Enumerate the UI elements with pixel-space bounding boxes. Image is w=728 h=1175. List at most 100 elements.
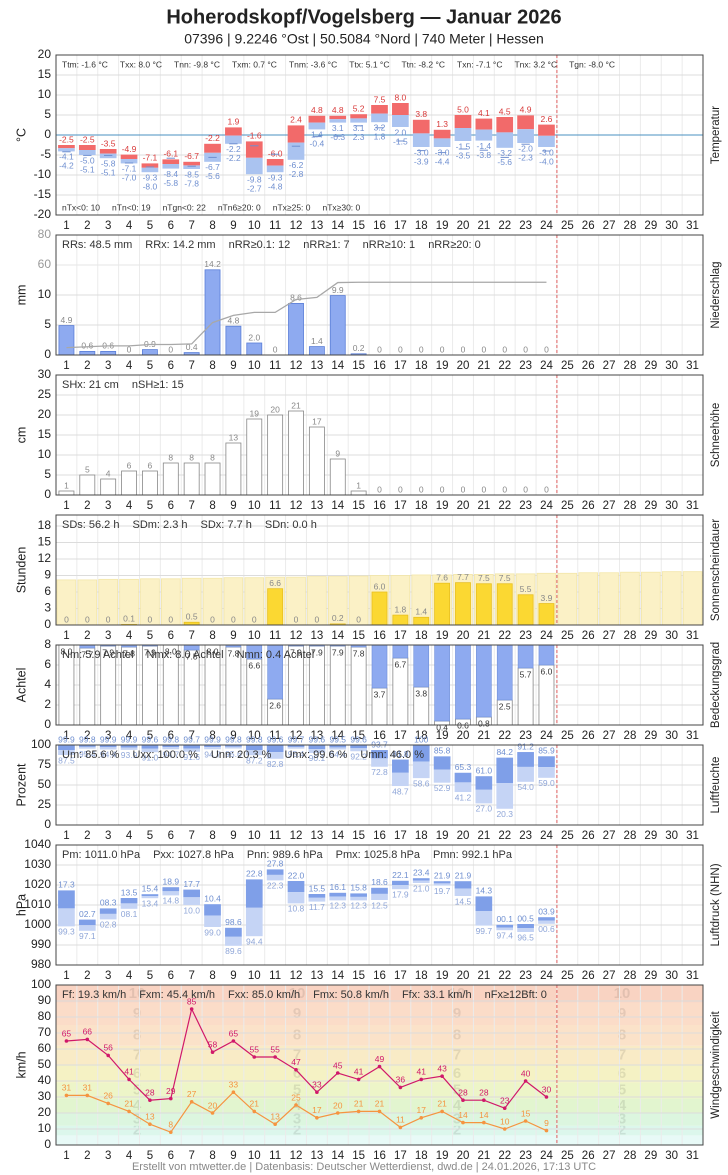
range-lower — [412, 761, 430, 779]
x-tick-label: 11 — [269, 220, 281, 232]
bar — [578, 572, 599, 626]
bar — [225, 325, 242, 356]
low-label: 02.8 — [100, 920, 117, 930]
high-label: 00.1 — [496, 914, 513, 924]
x-tick-label: 7 — [188, 1150, 194, 1162]
high-label: 5.2 — [353, 103, 365, 113]
range-upper — [245, 879, 263, 908]
low-label: -1.4 — [477, 141, 492, 151]
high-label: 85.9 — [538, 746, 555, 756]
point — [377, 1064, 382, 1069]
value-label: 0 — [210, 614, 215, 624]
low-label: -1.5 — [456, 141, 471, 151]
ground-label: -2.7 — [247, 183, 262, 193]
range-lower — [412, 880, 430, 883]
beaufort-label: 2 — [453, 1122, 461, 1139]
stat: nSH≥1: 15 — [132, 379, 184, 391]
high-label: -6.0 — [268, 148, 283, 158]
high-label: 84.2 — [496, 747, 513, 757]
value-label: 8 — [210, 452, 215, 462]
value-label: 21 — [437, 1099, 447, 1109]
x-tick-label: 6 — [168, 970, 174, 982]
range-lower — [183, 165, 201, 169]
high-label: 99.6 — [309, 735, 326, 745]
x-tick-label: 29 — [644, 220, 657, 232]
x-tick-label: 11 — [269, 500, 281, 512]
range-upper — [350, 114, 367, 119]
range-lower — [538, 920, 555, 924]
low-label: 3.1 — [353, 123, 365, 133]
stat: SDm: 2.3 h — [132, 519, 187, 531]
stat: nTgn<0: 22 — [163, 202, 207, 212]
x-tick-label: 23 — [519, 1150, 532, 1162]
value-label: 65 — [229, 1028, 239, 1038]
high-label: 91.2 — [517, 741, 534, 751]
y-tick-label: 1020 — [24, 877, 51, 891]
x-tick-label: 27 — [603, 970, 616, 982]
x-tick-label: 31 — [686, 630, 699, 642]
range-upper — [287, 745, 305, 747]
x-tick-label: 2 — [84, 630, 90, 642]
low-label: 20.3 — [496, 809, 513, 819]
range-lower — [287, 142, 305, 160]
point — [252, 1109, 257, 1114]
range-lower — [58, 908, 75, 927]
x-tick-label: 7 — [188, 630, 194, 642]
stat: Pm: 1011.0 hPa — [62, 849, 141, 861]
x-tick-label: 16 — [373, 830, 386, 842]
x-tick-label: 1 — [63, 1150, 69, 1162]
x-tick-label: 17 — [394, 730, 407, 742]
point — [64, 1093, 69, 1098]
x-tick-label: 8 — [209, 970, 215, 982]
value-label: 49 — [375, 1054, 385, 1064]
beaufort-label: 10 — [129, 985, 146, 1002]
high-label: 22.1 — [392, 870, 409, 880]
value-label: 58 — [208, 1039, 218, 1049]
low-label: -4.1 — [59, 152, 74, 162]
stat: Nm: 5.9 Achtel — [62, 649, 134, 661]
x-tick-label: 28 — [624, 360, 637, 372]
stat: Txm: 0.7 °C — [232, 59, 277, 69]
low-label: 41.2 — [455, 792, 472, 802]
range-upper — [308, 115, 326, 123]
range-lower — [350, 896, 367, 901]
y-tick-label: 100 — [31, 977, 51, 991]
value-label: 0.2 — [332, 613, 344, 623]
x-tick-label: 7 — [188, 360, 194, 372]
value-label: 45 — [333, 1060, 343, 1070]
y-tick-label: 30 — [38, 367, 52, 381]
value-label: 15 — [521, 1108, 531, 1118]
value-label: 7.9 — [144, 647, 156, 657]
high-label: 4.8 — [332, 105, 344, 115]
x-tick-label: 3 — [105, 500, 111, 512]
beaufort-label: 10 — [289, 985, 306, 1002]
beaufort-label: 4 — [133, 1097, 142, 1114]
point — [502, 1127, 507, 1131]
value-label: 6 — [148, 460, 153, 470]
x-tick-label: 15 — [352, 730, 365, 742]
y-axis-label: hPa — [14, 894, 28, 916]
x-tick-label: 19 — [436, 500, 449, 512]
bar — [350, 490, 367, 496]
high-label: 99.6 — [350, 735, 367, 745]
ground-label: -8.0 — [143, 181, 158, 191]
x-tick-label: 4 — [126, 630, 133, 642]
stat: nTx<0: 10 — [62, 202, 100, 212]
low-label: 72.8 — [371, 767, 388, 777]
x-tick-label: 8 — [209, 730, 215, 742]
point — [482, 1098, 486, 1102]
x-tick-label: 22 — [498, 360, 511, 372]
low-label: 11.7 — [309, 902, 325, 912]
x-tick-label: 26 — [582, 220, 595, 232]
low-label: -6.7 — [205, 162, 220, 172]
x-tick-label: 12 — [290, 220, 303, 232]
x-tick-label: 10 — [248, 630, 261, 642]
range-lower — [308, 122, 326, 130]
high-label: 98.6 — [225, 917, 242, 927]
y-tick-label: 8 — [44, 637, 51, 651]
x-tick-label: 1 — [63, 970, 69, 982]
beaufort-label: 4 — [453, 1097, 462, 1114]
y-tick-label: 10 — [38, 287, 52, 301]
y-tick-label: 10 — [38, 447, 52, 461]
low-label: -9.3 — [268, 172, 283, 182]
